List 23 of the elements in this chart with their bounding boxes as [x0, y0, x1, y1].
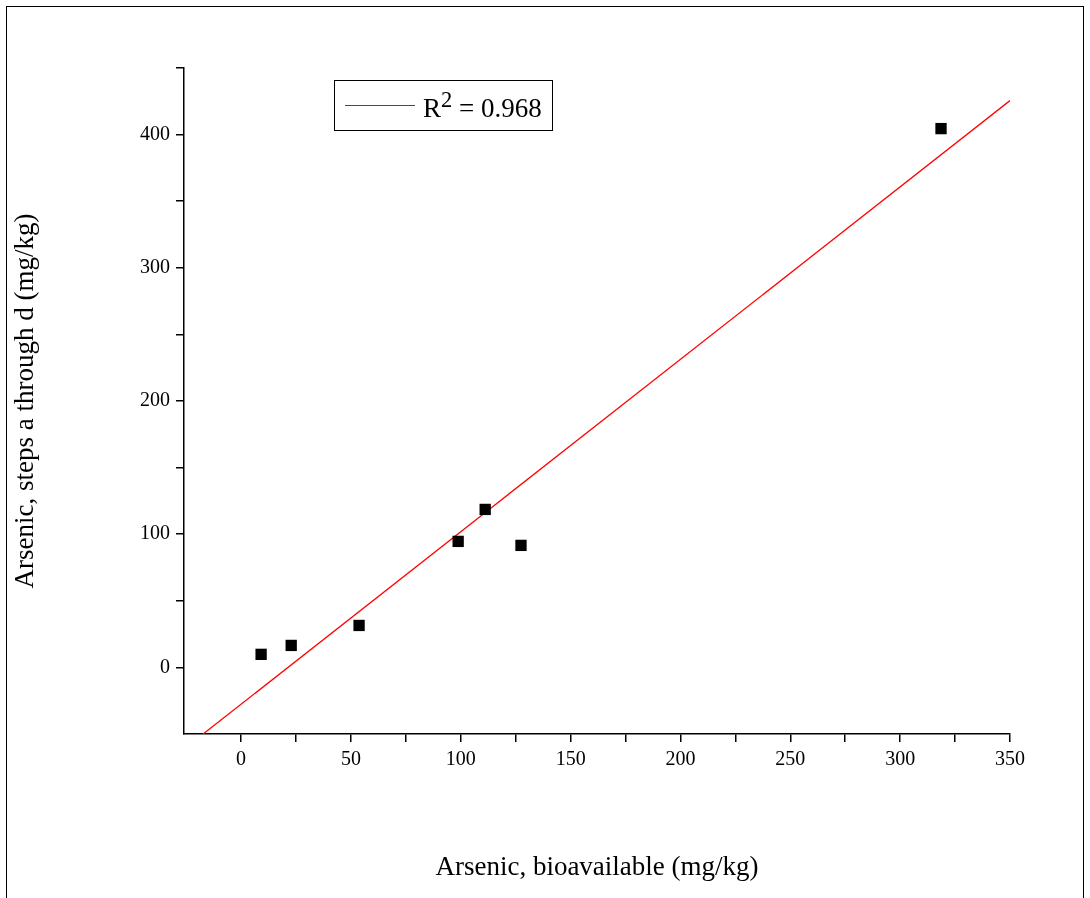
y-tick-label: 0 — [160, 654, 170, 677]
x-tick-label: 0 — [236, 747, 247, 770]
y-tick-label: 200 — [140, 388, 170, 411]
point — [285, 639, 297, 652]
y-axis-title: Arsenic, steps a through d (mg/kg) — [9, 213, 40, 589]
x-tick-label: 200 — [665, 747, 696, 770]
y-tick-label: 100 — [140, 521, 170, 544]
point — [255, 648, 267, 660]
y-tick-label: 300 — [140, 255, 170, 278]
point — [353, 619, 365, 632]
x-tick-label: 50 — [340, 747, 361, 770]
y-tick-label: 400 — [140, 121, 170, 144]
x-axis-title: Arsenic, bioavailable (mg/kg) — [435, 850, 759, 881]
legend-label: R$^{2}$ = 0.968 — [423, 87, 542, 124]
point — [935, 122, 947, 135]
x-tick-label: 300 — [885, 747, 916, 770]
point — [515, 539, 527, 552]
x-tick-label: 100 — [445, 747, 476, 770]
point — [452, 535, 464, 548]
x-tick-label: 150 — [555, 747, 586, 770]
point — [479, 503, 491, 516]
x-tick-label: 250 — [775, 747, 806, 770]
x-tick-label: 350 — [995, 747, 1025, 770]
